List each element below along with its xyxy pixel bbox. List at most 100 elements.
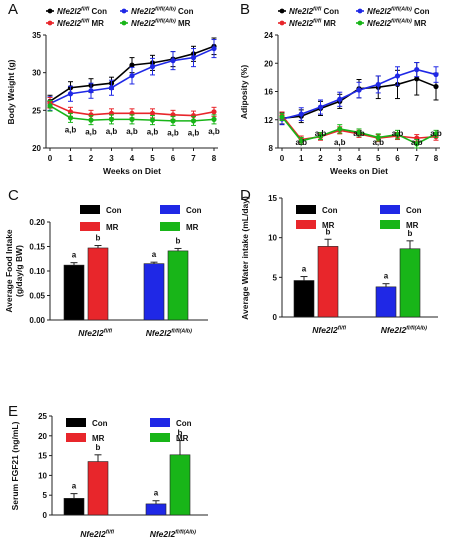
panel-letter: E: [8, 403, 18, 420]
legend-marker: [357, 20, 363, 26]
legend-label: MR: [186, 223, 199, 232]
y-tick-label: 12: [264, 116, 273, 125]
significance-label: b: [408, 229, 413, 238]
legend-marker: [279, 8, 285, 14]
y-axis-title: Adiposity (%): [239, 65, 249, 119]
data-point: [433, 83, 439, 90]
significance-label: a,b: [65, 125, 77, 134]
legend-swatch: [80, 222, 100, 231]
gene-name: Nfe2l2: [146, 328, 172, 338]
legend-suffix: Con: [89, 7, 107, 16]
legend-swatch: [66, 433, 86, 442]
legend-label: Nfe2l2fl/fl MR: [57, 19, 104, 29]
legend-label: Con: [176, 419, 192, 428]
panel-d: D 0 5 10 15 Average Water intake (mL/day) a b a b…: [240, 187, 438, 335]
significance-label: b: [326, 227, 331, 236]
legend-swatch: [160, 222, 180, 231]
x-tick-label: 4: [357, 154, 362, 163]
data-point: [317, 133, 324, 139]
x-tick-label: 1: [299, 154, 304, 163]
legend-label: Nfe2l2fl/fl Con: [57, 7, 107, 17]
legend-label: MR: [406, 221, 419, 230]
y-axis-title: Serum FGF21 (ng/mL): [10, 421, 20, 510]
significance-label: a,b: [392, 129, 404, 138]
x-axis-title: Weeks on Diet: [330, 166, 388, 176]
data-point: [88, 117, 94, 123]
significance-label: b: [96, 443, 101, 452]
data-point: [149, 64, 156, 70]
legend-label: MR: [176, 434, 189, 443]
gene-name: Nfe2l2: [312, 325, 338, 335]
x-tick-label: 1: [68, 154, 73, 163]
data-point: [129, 73, 135, 79]
y-tick-label: 5: [273, 273, 278, 282]
y-tick-label: 15: [268, 194, 277, 203]
y-tick-label: 0: [273, 313, 278, 322]
y-tick-label: 35: [32, 31, 41, 40]
significance-label: a,b: [85, 128, 97, 137]
significance-label: a,b: [188, 128, 200, 137]
data-point: [414, 67, 420, 73]
panel-letter: A: [8, 1, 18, 18]
gene-superscript: fl/fl: [81, 19, 90, 25]
gene-superscript: fl/fl(Alb): [155, 19, 176, 25]
bar: [87, 247, 109, 321]
bar: [169, 454, 191, 516]
panel-c: C 0.00 0.05 0.10 0.15 0.20 Average Food Intake…: [4, 187, 208, 338]
data-point: [394, 131, 401, 138]
significance-label: a: [152, 250, 157, 259]
data-point: [211, 45, 217, 52]
gene-superscript: fl/fl(Alb): [155, 7, 176, 13]
data-point: [67, 91, 74, 97]
legend-swatch: [80, 205, 100, 214]
bar: [87, 461, 109, 516]
legend-suffix: MR: [321, 19, 336, 28]
significance-label: a: [384, 272, 389, 281]
significance-label: a,b: [295, 138, 307, 147]
x-tick-label: 2: [89, 154, 94, 163]
significance-label: a: [302, 265, 307, 274]
significance-label: a,b: [334, 138, 346, 147]
y-tick-label: 24: [264, 31, 273, 40]
y-tick-label: 25: [32, 106, 41, 115]
data-point: [108, 85, 115, 91]
x-tick-label: 5: [376, 154, 381, 163]
data-point: [433, 71, 439, 78]
panel-letter: B: [240, 1, 250, 18]
y-tick-label: 20: [32, 144, 41, 153]
bar: [143, 263, 165, 321]
legend-label: Con: [186, 206, 202, 215]
gene-superscript: fl/fl(Alb): [391, 7, 412, 13]
significance-label: a,b: [147, 128, 159, 137]
significance-label: a,b: [167, 128, 179, 137]
category-label: Nfe2l2fl/fl: [312, 325, 346, 335]
bar: [167, 250, 189, 321]
y-tick-label: 10: [38, 471, 47, 480]
bar: [145, 503, 167, 516]
legend-swatch: [380, 205, 400, 214]
panel-a: A 20 25 30 35 0 1 2 3 4 5 6 7 8 Weeks on Diet Body Weig…: [6, 1, 220, 176]
data-point: [356, 87, 362, 93]
significance-label: b: [96, 234, 101, 243]
legend-label: Con: [322, 206, 338, 215]
legend-marker: [121, 20, 127, 26]
x-tick-label: 2: [318, 154, 323, 163]
x-tick-label: 0: [280, 154, 285, 163]
data-point: [298, 111, 304, 117]
legend-swatch: [380, 220, 400, 229]
legend-label: Nfe2l2fl/fl MR: [289, 19, 336, 29]
data-point: [88, 112, 94, 118]
x-tick-label: 7: [191, 154, 196, 163]
data-point: [170, 58, 176, 64]
data-point: [88, 88, 94, 94]
gene-superscript: fl/fl(Alb): [175, 530, 196, 536]
x-tick-label: 6: [395, 154, 400, 163]
data-point: [337, 96, 343, 102]
gene-name: Nfe2l2: [57, 7, 82, 16]
gene-name: Nfe2l2: [381, 325, 407, 335]
data-point: [375, 134, 381, 141]
significance-label: a,b: [106, 127, 118, 136]
x-tick-label: 6: [171, 154, 176, 163]
x-tick-label: 3: [338, 154, 343, 163]
